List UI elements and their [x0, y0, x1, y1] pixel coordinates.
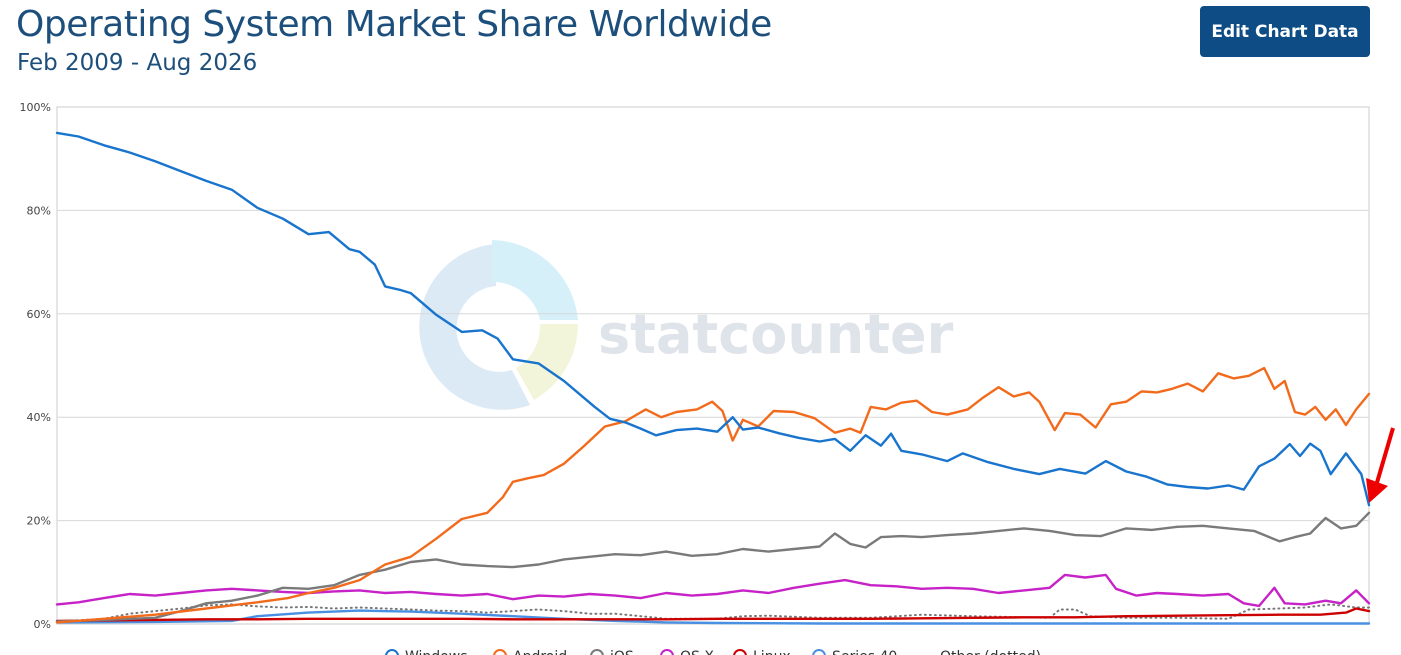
- y-tick-label: 40%: [27, 411, 51, 424]
- legend-entry: Linux: [753, 649, 791, 655]
- date-range-subtitle: Feb 2009 - Aug 2026: [17, 50, 258, 76]
- series-line-other: [56, 603, 1370, 623]
- series-line-linux: [55, 607, 1371, 623]
- watermark-logo-shape: [419, 244, 530, 410]
- series-line-ios: [55, 511, 1371, 623]
- legend-marker: [733, 649, 747, 655]
- series-line-android: [55, 366, 1371, 624]
- y-axis-ticks: 0% 20% 40% 60% 80% 100%: [20, 101, 51, 631]
- arrow-shaft: [1374, 427, 1395, 487]
- legend-entry: Windows: [405, 649, 468, 655]
- legend-entry: Android: [513, 649, 567, 655]
- legend-marker: [493, 649, 507, 655]
- series-line-series40: [55, 609, 1371, 625]
- watermark-logo-shape: [492, 240, 578, 320]
- page-title: Operating System Market Share Worldwide: [16, 4, 772, 45]
- arrow-head: [1366, 478, 1388, 503]
- y-tick-label: 20%: [27, 515, 51, 528]
- series-lines: [55, 131, 1371, 625]
- legend-marker: [385, 649, 399, 655]
- legend-entry: Series 40: [832, 649, 897, 655]
- edit-chart-data-button[interactable]: Edit Chart Data: [1200, 6, 1370, 57]
- statcounter-watermark: statcounter: [419, 240, 954, 410]
- legend-marker: [660, 649, 674, 655]
- highlight-arrow: [1366, 427, 1395, 503]
- y-tick-label: 60%: [27, 308, 51, 321]
- legend-marker: [590, 649, 604, 655]
- y-tick-label: 80%: [27, 204, 51, 217]
- y-tick-label: 100%: [20, 101, 51, 114]
- legend-marker: [812, 649, 826, 655]
- legend-entry: OS X: [680, 649, 714, 655]
- watermark-logo-shape: [516, 324, 578, 400]
- series-line-windows: [55, 131, 1371, 507]
- watermark-text: statcounter: [598, 303, 954, 366]
- legend-entry: Other (dotted): [940, 649, 1041, 655]
- series-line-osx: [55, 573, 1371, 608]
- legend-entry: iOS: [610, 649, 634, 655]
- chart-legend: Windows Android iOS OS X Linux Series 40 Other…: [385, 649, 1041, 655]
- y-tick-label: 0%: [34, 618, 51, 631]
